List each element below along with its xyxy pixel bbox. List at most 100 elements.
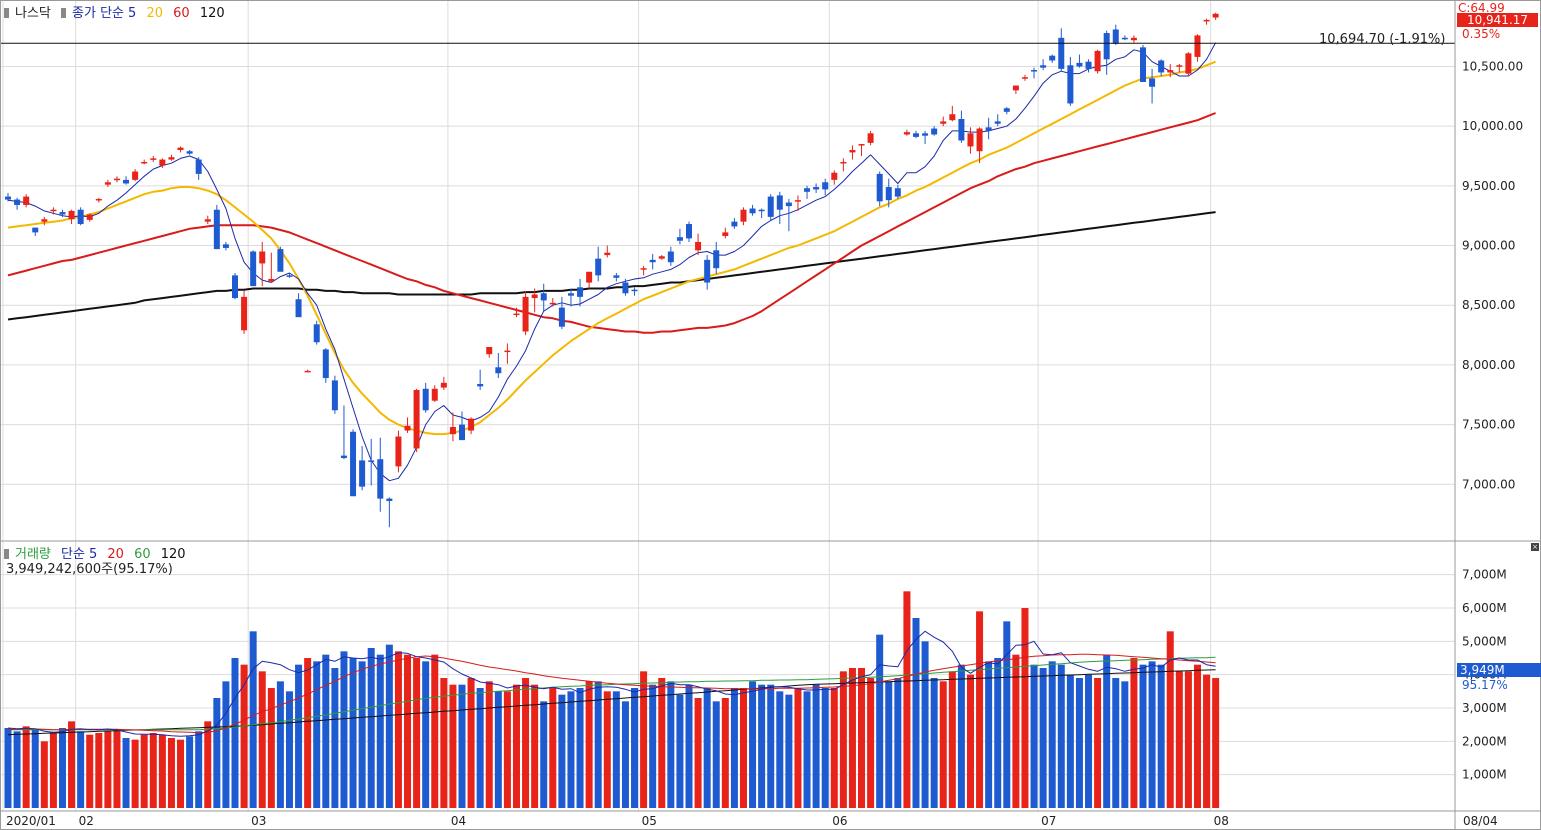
candlestick [1130, 35, 1137, 43]
candle-body [531, 294, 538, 299]
candlestick [804, 185, 811, 199]
candlestick [640, 265, 647, 276]
price-tick-label: 8,500.00 [1462, 298, 1515, 312]
volume-bar [739, 688, 747, 808]
volume-bar [222, 681, 230, 808]
price-tick-label: 7,000.00 [1462, 477, 1515, 491]
candle-body [459, 424, 465, 441]
volume-bar [413, 658, 421, 808]
candle-body [1149, 78, 1156, 87]
candle-body [59, 212, 66, 215]
candlestick [477, 369, 484, 390]
candlestick [558, 296, 565, 330]
candlestick [286, 272, 293, 278]
ma60-label: 60 [173, 6, 190, 21]
volume-bar [58, 728, 66, 808]
volume-bar [1157, 664, 1165, 808]
volume-bar [667, 681, 675, 808]
candlestick [958, 110, 965, 143]
volume-bar [994, 658, 1002, 808]
candle-body [331, 380, 338, 411]
candlestick [322, 348, 329, 383]
candlestick [940, 116, 947, 127]
candlestick [186, 150, 193, 155]
candlestick [903, 129, 910, 136]
volume-bar [458, 684, 466, 808]
candle-body [1112, 29, 1119, 44]
volume-bar [68, 721, 76, 808]
candle-body [695, 241, 702, 251]
candle-body [1049, 55, 1056, 61]
candlestick [1058, 28, 1065, 72]
candle-body [840, 161, 847, 164]
candle-body [1103, 33, 1110, 60]
candle-body [404, 425, 411, 431]
volume-bar [767, 684, 775, 808]
volume-bar [467, 678, 475, 808]
candlestick [913, 130, 919, 139]
legend-handle-icon[interactable] [4, 8, 9, 18]
volume-bar [385, 644, 393, 808]
candlestick [449, 412, 456, 442]
volume-value-text: 3,949,242,600주(95.17%) [6, 562, 173, 577]
candle-body [831, 172, 838, 180]
volume-bar [485, 681, 493, 808]
candlestick [159, 158, 166, 168]
close-icon[interactable]: × [1531, 543, 1539, 551]
candlestick [686, 221, 692, 242]
candle-body [32, 227, 39, 233]
volume-bar [31, 729, 39, 808]
candlestick [522, 290, 529, 336]
volume-bar [249, 631, 257, 808]
volume-bar [158, 734, 166, 808]
candle-body [722, 232, 729, 236]
candle-body [1185, 53, 1192, 74]
candlestick [1031, 67, 1038, 79]
candle-body [350, 431, 357, 497]
volume-bar [440, 678, 448, 808]
volume-bar [522, 678, 530, 808]
candlestick [1194, 34, 1201, 62]
volume-tick-label: 6,000M [1462, 601, 1507, 615]
candle-body [1076, 62, 1083, 67]
volume-bar [794, 688, 802, 808]
candlestick [32, 227, 39, 236]
legend-handle-icon[interactable] [4, 549, 9, 559]
price-tick-label: 9,000.00 [1462, 239, 1515, 253]
candlestick [404, 417, 411, 433]
candle-body [268, 278, 275, 282]
candle-body [232, 275, 238, 299]
candle-body [913, 133, 919, 137]
candlestick [1076, 54, 1083, 68]
candle-body [985, 127, 992, 131]
candlestick [113, 176, 120, 183]
volume-ma-type: 단순 [61, 547, 85, 562]
candlestick [867, 130, 874, 146]
volume-bar [1184, 671, 1192, 808]
volume-bar [540, 701, 548, 808]
month-label: 02 [79, 814, 94, 828]
volume-bar [785, 694, 793, 808]
volume-bar [558, 694, 566, 808]
volume-bar [131, 739, 139, 808]
candlesticks [5, 12, 1219, 528]
volume-bar [331, 668, 339, 808]
candlestick [876, 171, 883, 207]
end-date-label: 08/04 [1463, 814, 1498, 828]
candlestick [649, 253, 656, 270]
candlestick [1176, 64, 1183, 73]
legend-handle-icon[interactable] [61, 8, 67, 18]
volume-bar [204, 721, 212, 808]
ma5-label: 5 [128, 6, 137, 21]
candle-body [822, 182, 829, 190]
candlestick [1149, 68, 1156, 104]
candlestick [586, 271, 593, 289]
candle-body [658, 256, 665, 259]
candle-body [1158, 60, 1165, 73]
candlestick [495, 352, 502, 379]
candlestick [985, 117, 992, 140]
candlestick [631, 287, 638, 296]
candlestick [459, 411, 465, 441]
month-label: 03 [251, 814, 266, 828]
